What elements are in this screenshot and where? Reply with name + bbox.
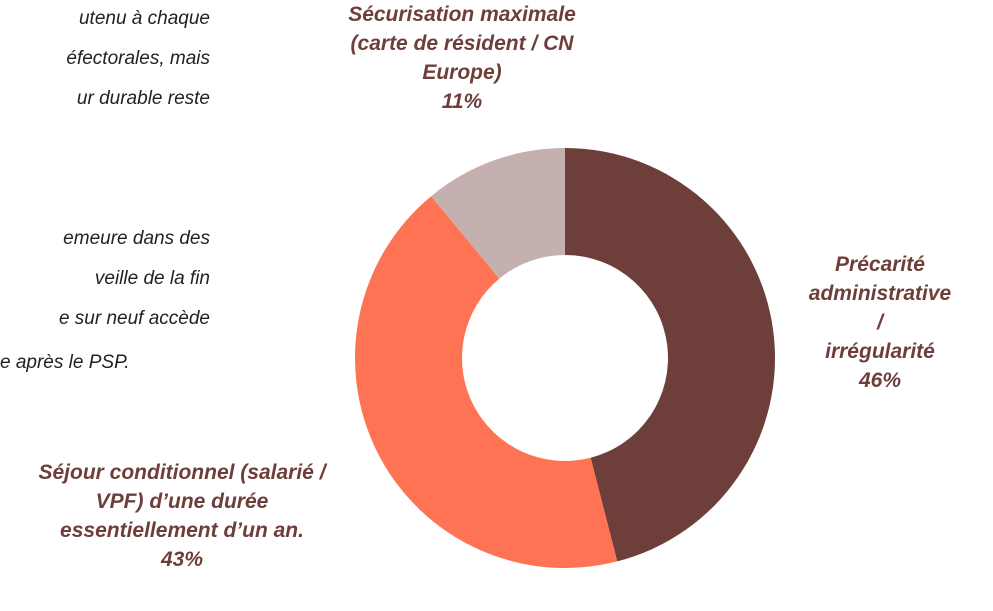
value-label: 43% — [160, 548, 204, 571]
side-text-line: utenu à chaque — [78, 8, 210, 29]
category-label: Sécurisation maximale (carte de résident… — [348, 3, 576, 84]
value-label: 11% — [441, 90, 483, 113]
slice-label: Sécurisation maximale (carte de résident… — [348, 0, 576, 116]
donut-slice — [431, 148, 565, 279]
side-text-line: éfectorales, mais — [66, 48, 210, 69]
value-label: 46% — [858, 369, 902, 392]
side-text-line: e après le PSP. — [0, 352, 130, 373]
slice-label: Précarité administrative / irrégularité 4… — [809, 250, 951, 395]
side-text-line: veille de la fin — [94, 268, 210, 289]
side-text-line: emeure dans des — [63, 228, 210, 249]
side-text-line: ur durable reste — [76, 88, 210, 109]
category-label: Précarité administrative / irrégularité — [808, 253, 952, 363]
slice-label: Séjour conditionnel (salarié / VPF) d’un… — [38, 458, 325, 574]
donut-slice — [565, 148, 775, 562]
donut-slice — [354, 196, 618, 569]
category-label: Séjour conditionnel (salarié / VPF) d’un… — [38, 461, 326, 542]
side-text-line: e sur neuf accède — [58, 308, 210, 329]
